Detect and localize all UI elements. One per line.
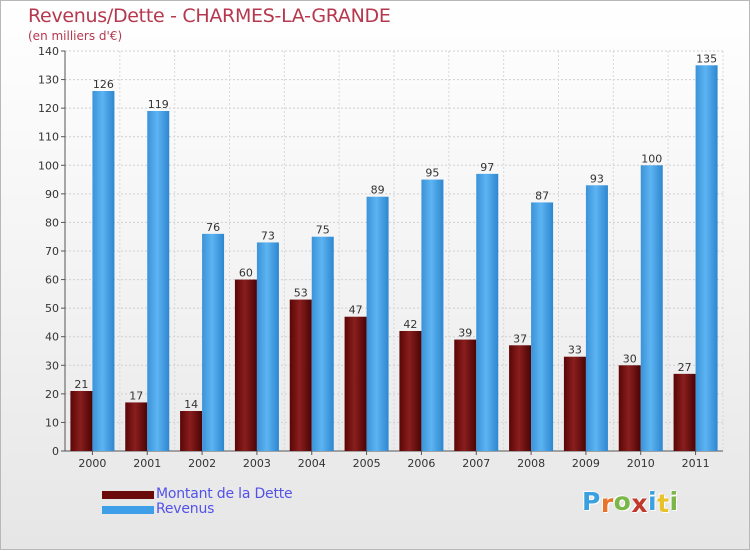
bar-dette-2011 bbox=[673, 373, 696, 451]
data-label-revenus-2000: 126 bbox=[93, 78, 114, 91]
y-tick-label: 130 bbox=[38, 74, 59, 87]
data-label-dette-2002: 14 bbox=[184, 398, 198, 411]
y-tick-label: 60 bbox=[45, 274, 59, 287]
data-label-dette-2009: 33 bbox=[568, 344, 582, 357]
data-label-revenus-2001: 119 bbox=[148, 98, 169, 111]
y-tick-label: 110 bbox=[38, 131, 59, 144]
y-tick-label: 40 bbox=[45, 331, 59, 344]
x-tick-label: 2011 bbox=[682, 457, 710, 470]
bar-revenus-2005 bbox=[366, 196, 389, 451]
bar-dette-2005 bbox=[344, 316, 367, 451]
x-tick-label: 2001 bbox=[133, 457, 161, 470]
data-label-dette-2004: 53 bbox=[294, 287, 308, 300]
y-tick-label: 140 bbox=[38, 45, 59, 58]
data-label-revenus-2004: 75 bbox=[316, 224, 330, 237]
x-tick-label: 2005 bbox=[353, 457, 381, 470]
bar-revenus-2008 bbox=[531, 202, 554, 451]
bar-revenus-2002 bbox=[202, 233, 225, 451]
x-tick-label: 2007 bbox=[462, 457, 490, 470]
data-label-revenus-2003: 73 bbox=[261, 229, 275, 242]
y-tick-label: 80 bbox=[45, 216, 59, 229]
chart-subtitle: (en milliers d'€) bbox=[28, 29, 123, 43]
data-label-revenus-2010: 100 bbox=[641, 152, 662, 165]
data-label-dette-2001: 17 bbox=[129, 389, 143, 402]
x-tick-label: 2008 bbox=[517, 457, 545, 470]
bar-dette-2002 bbox=[180, 411, 203, 451]
data-label-revenus-2005: 89 bbox=[371, 184, 385, 197]
legend-swatch-revenus bbox=[102, 506, 154, 514]
data-label-dette-2011: 27 bbox=[678, 361, 692, 374]
y-tick-label: 70 bbox=[45, 245, 59, 258]
data-label-dette-2008: 37 bbox=[513, 332, 527, 345]
proxiti-logo: Proxiti bbox=[582, 487, 679, 518]
legend-label-revenus: Revenus bbox=[156, 501, 215, 517]
bar-dette-2004 bbox=[289, 299, 312, 451]
bars bbox=[70, 65, 718, 452]
y-tick-label: 50 bbox=[45, 302, 59, 315]
bar-dette-2006 bbox=[399, 331, 422, 451]
bar-revenus-2001 bbox=[147, 111, 170, 451]
y-tick-label: 120 bbox=[38, 102, 59, 115]
data-label-revenus-2008: 87 bbox=[535, 189, 549, 202]
bar-dette-2010 bbox=[618, 365, 641, 451]
bar-revenus-2007 bbox=[476, 173, 499, 451]
bar-revenus-2010 bbox=[640, 165, 663, 452]
x-tick-label: 2010 bbox=[627, 457, 655, 470]
data-label-revenus-2002: 76 bbox=[206, 221, 220, 234]
legend-label-debt: Montant de la Dette bbox=[156, 486, 293, 502]
y-tick-label: 0 bbox=[52, 445, 59, 458]
y-tick-label: 10 bbox=[45, 416, 59, 429]
x-tick-label: 2000 bbox=[78, 457, 106, 470]
bar-dette-2007 bbox=[454, 339, 477, 451]
data-label-dette-2010: 30 bbox=[623, 352, 637, 365]
bar-revenus-2009 bbox=[585, 185, 608, 452]
bar-revenus-2011 bbox=[695, 65, 718, 452]
y-tick-label: 90 bbox=[45, 188, 59, 201]
data-label-revenus-2006: 95 bbox=[425, 167, 439, 180]
chart-title: Revenus/Dette - CHARMES-LA-GRANDE bbox=[28, 5, 391, 27]
axes: 0 10 20 30 40 50 60 70 80 90 100 110 120 130 140 2000 20… bbox=[38, 45, 723, 470]
data-labels: 21 126 17 119 14 76 60 73 53 75 47 89 42 95 39 97 37 87 33… bbox=[74, 52, 717, 411]
data-label-dette-2000: 21 bbox=[74, 378, 88, 391]
data-label-dette-2006: 42 bbox=[403, 318, 417, 331]
grid-lines bbox=[64, 50, 724, 452]
data-label-revenus-2009: 93 bbox=[590, 172, 604, 185]
bar-dette-2000 bbox=[70, 391, 93, 451]
bar-revenus-2000 bbox=[92, 91, 115, 451]
x-tick-label: 2006 bbox=[407, 457, 435, 470]
bar-revenus-2004 bbox=[311, 236, 334, 451]
data-label-revenus-2011: 135 bbox=[696, 52, 717, 65]
y-tick-label: 30 bbox=[45, 359, 59, 372]
legend-swatch-debt bbox=[102, 491, 154, 499]
x-tick-label: 2002 bbox=[188, 457, 216, 470]
bar-revenus-2006 bbox=[421, 179, 444, 452]
x-tick-label: 2004 bbox=[298, 457, 326, 470]
bar-dette-2009 bbox=[563, 356, 586, 451]
x-tick-label: 2009 bbox=[572, 457, 600, 470]
data-label-dette-2005: 47 bbox=[349, 304, 363, 317]
bar-dette-2008 bbox=[509, 345, 532, 451]
x-tick-label: 2003 bbox=[243, 457, 271, 470]
bar-dette-2003 bbox=[234, 279, 257, 451]
data-label-dette-2003: 60 bbox=[239, 267, 253, 280]
y-tick-label: 100 bbox=[38, 159, 59, 172]
y-tick-label: 20 bbox=[45, 388, 59, 401]
bar-dette-2001 bbox=[125, 402, 148, 451]
data-label-revenus-2007: 97 bbox=[480, 161, 494, 174]
data-label-dette-2007: 39 bbox=[458, 327, 472, 340]
bar-revenus-2003 bbox=[256, 242, 279, 451]
